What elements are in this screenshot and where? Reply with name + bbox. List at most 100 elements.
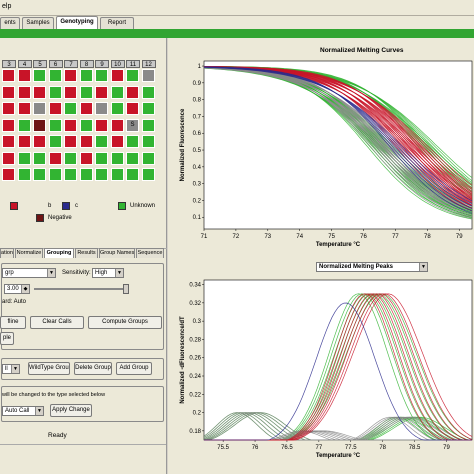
plate-well[interactable] (64, 151, 77, 165)
plate-well[interactable] (33, 118, 46, 132)
plate-well[interactable] (64, 118, 77, 132)
plate-well[interactable] (126, 102, 139, 115)
sensitivity-combo[interactable]: High ▼ (92, 268, 124, 278)
plate-well[interactable] (2, 69, 15, 82)
plate-well[interactable] (79, 102, 93, 115)
plate-well[interactable] (64, 102, 77, 115)
plate-well[interactable] (110, 102, 124, 115)
plate-well[interactable] (110, 168, 124, 181)
subtab-sequence[interactable]: Sequence (136, 248, 164, 258)
offline-button[interactable]: fline (0, 316, 26, 329)
grouping-method-combo[interactable]: grp ▼ (2, 268, 56, 278)
plate-well[interactable] (126, 69, 139, 82)
plate-well[interactable] (110, 85, 124, 99)
plate-well[interactable] (79, 135, 93, 148)
plate-well[interactable] (48, 151, 62, 165)
compute-groups-button[interactable]: Compute Groups (88, 316, 162, 329)
tab-clients[interactable]: ents (0, 17, 20, 29)
plate-well[interactable] (33, 69, 46, 82)
tab-samples[interactable]: Samples (22, 17, 54, 29)
plate-well[interactable] (79, 69, 93, 82)
plate-well[interactable] (141, 151, 155, 165)
plate-well[interactable] (48, 135, 62, 148)
tab-report[interactable]: Report (100, 17, 134, 29)
plate-well[interactable] (95, 151, 108, 165)
add-group-button[interactable]: Add Group (116, 362, 152, 375)
apply-change-button[interactable]: Apply Change (50, 404, 92, 417)
plate-well[interactable] (2, 135, 15, 148)
plate-well[interactable] (33, 151, 46, 165)
plate-column-header[interactable]: 11 (126, 60, 140, 68)
plate-well[interactable] (2, 151, 15, 165)
plate-well[interactable] (17, 85, 31, 99)
plate-well[interactable] (141, 168, 155, 181)
plate-column-header[interactable]: 8 (79, 60, 94, 68)
subtab-grouping[interactable]: Grouping (44, 248, 74, 258)
tab-genotyping[interactable]: Genotyping (56, 16, 98, 29)
plate-well[interactable] (48, 85, 62, 99)
plate-column-header[interactable]: 12 (141, 60, 156, 68)
plate-well[interactable] (95, 168, 108, 181)
plate-well[interactable] (48, 102, 62, 115)
group-select-combo[interactable]: ll ▼ (2, 364, 20, 374)
plate-well[interactable] (110, 118, 124, 132)
plate-well[interactable] (126, 85, 139, 99)
subtab-calibration[interactable]: ation (0, 248, 14, 258)
plate-well[interactable] (95, 102, 108, 115)
plate-well[interactable] (2, 85, 15, 99)
subtab-normalize[interactable]: Normalize (15, 248, 43, 258)
subtab-results[interactable]: Results (75, 248, 98, 258)
plate-well[interactable] (17, 102, 31, 115)
plate-well[interactable] (126, 151, 139, 165)
plate-column-header[interactable]: 4 (17, 60, 32, 68)
plate-well[interactable] (17, 151, 31, 165)
plate-well[interactable] (17, 168, 31, 181)
call-type-combo[interactable]: Auto Call ▼ (2, 406, 44, 416)
plate-well[interactable]: S (126, 118, 139, 132)
plate-well[interactable] (33, 102, 46, 115)
plate-well[interactable] (64, 69, 77, 82)
plate-well[interactable] (64, 135, 77, 148)
plate-well[interactable] (17, 69, 31, 82)
plate-well[interactable] (48, 118, 62, 132)
spinner-arrows-icon[interactable]: ◆ (21, 285, 29, 293)
plate-column-header[interactable]: 3 (2, 60, 16, 68)
plate-well[interactable] (110, 69, 124, 82)
plate-well[interactable] (48, 69, 62, 82)
subtab-group-names[interactable]: Group Names (99, 248, 135, 258)
plate-well[interactable] (95, 85, 108, 99)
plate-well[interactable] (126, 168, 139, 181)
menu-help[interactable]: elp (2, 3, 12, 10)
melting-curves-chart[interactable]: 71 72 73 74 75 76 77 78 79 1 0.9 0.8 0.7 0.6 0.5 0.4 0.3… (168, 55, 474, 255)
plate-well[interactable] (141, 102, 155, 115)
plate-column-header[interactable]: 7 (64, 60, 78, 68)
plate-well[interactable] (48, 168, 62, 181)
plate-well[interactable] (79, 118, 93, 132)
plate-well[interactable] (141, 118, 155, 132)
plate-well[interactable] (95, 69, 108, 82)
plate-well[interactable] (79, 85, 93, 99)
plate-well[interactable] (2, 168, 15, 181)
plate-well[interactable] (110, 135, 124, 148)
plate-well[interactable] (79, 168, 93, 181)
plate-well[interactable] (2, 102, 15, 115)
plate-well[interactable] (17, 135, 31, 148)
melting-peaks-chart[interactable]: 75.5 76 76.5 77 77.5 78 78.5 79 0.34 0.32 0.3 0.28 0… (168, 274, 474, 474)
plate-column-header[interactable]: 6 (48, 60, 63, 68)
plate-well[interactable] (33, 168, 46, 181)
plate-well[interactable] (141, 135, 155, 148)
wildtype-group-button[interactable]: WildType Group (28, 362, 70, 375)
delete-group-button[interactable]: Delete Group (74, 362, 112, 375)
plate-well[interactable] (2, 118, 15, 132)
plate-well[interactable] (64, 85, 77, 99)
plate-well[interactable] (17, 118, 31, 132)
plate-column-header[interactable]: 10 (110, 60, 125, 68)
plate-well[interactable] (33, 135, 46, 148)
plate-well[interactable] (95, 118, 108, 132)
plate-column-header[interactable]: 9 (95, 60, 109, 68)
threshold-slider-handle[interactable] (123, 284, 129, 294)
chart-type-combo[interactable]: Normalized Melting Peaks ▼ (316, 262, 428, 272)
plate-column-header[interactable]: 5 (33, 60, 47, 68)
sample-button[interactable]: ple (0, 332, 14, 345)
plate-well[interactable] (79, 151, 93, 165)
